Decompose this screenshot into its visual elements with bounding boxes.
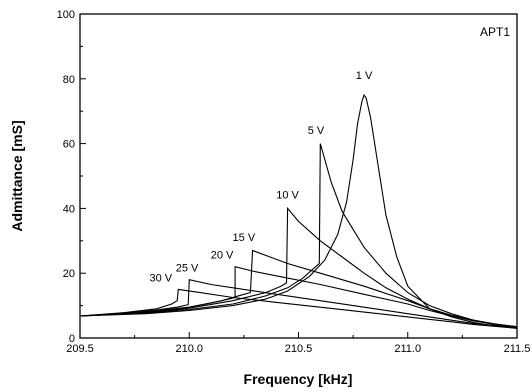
series-line	[79, 93, 518, 329]
series-label: 5 V	[308, 125, 325, 137]
series-line	[79, 279, 518, 329]
axes	[79, 13, 518, 339]
x-tick-label: 211.0	[394, 343, 421, 355]
x-tick-label: 209.5	[66, 343, 94, 355]
y-tick-label: 40	[63, 203, 75, 215]
y-tick-label: 60	[63, 139, 75, 151]
series-line	[79, 249, 518, 328]
x-axis-title: Frequency [kHz]	[244, 371, 353, 387]
plot-frame	[79, 13, 518, 339]
y-axis-title: Admittance [mS]	[9, 120, 25, 231]
series-label: 20 V	[211, 250, 234, 262]
series-group: 1 V 5 V 10 V 15 V 20 V 25 V30 V	[79, 70, 518, 329]
y-tick-label: 0	[69, 333, 75, 345]
x-tick-label: 210.5	[285, 343, 313, 355]
x-tick-label: 211.5	[504, 343, 531, 355]
series-line	[79, 265, 518, 328]
x-axis-ticks: 209.5 210.0 210.5 211.0 211.5	[66, 332, 530, 355]
y-tick-label: 80	[63, 74, 75, 86]
y-tick-label: 20	[63, 268, 75, 280]
x-tick-label: 210.0	[175, 343, 203, 355]
series-label: 15 V	[233, 232, 256, 244]
series-label: 10 V	[276, 190, 299, 202]
chart-annotation: APT1	[480, 25, 510, 39]
series-label: 25 V	[176, 263, 199, 275]
y-tick-label: 100	[57, 9, 75, 21]
series-line	[79, 206, 518, 328]
series-label: 30 V	[150, 272, 173, 284]
series-line	[79, 288, 518, 329]
y-axis-ticks: 0 20 40 60 80 100	[57, 9, 86, 345]
series-line	[79, 143, 518, 328]
series-label: 1 V	[356, 70, 373, 82]
